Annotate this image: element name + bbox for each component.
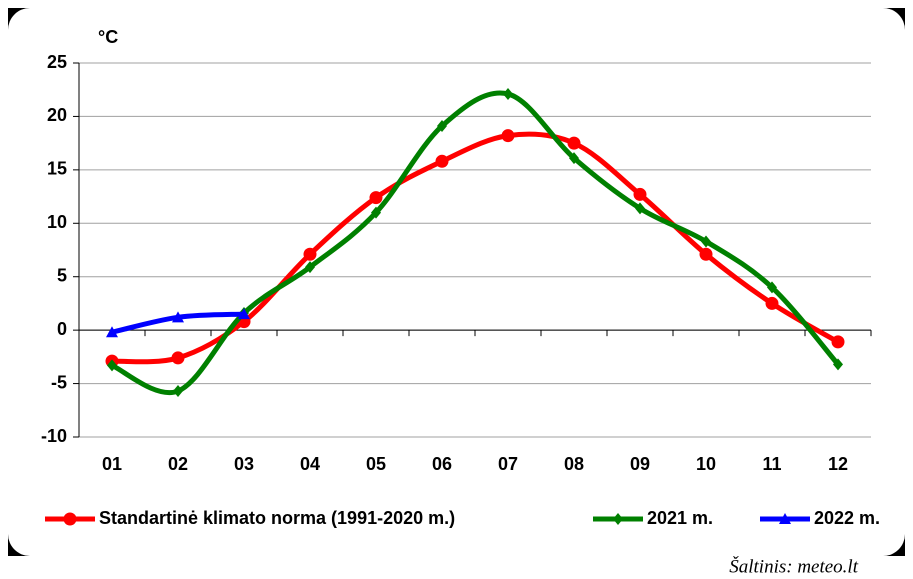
point — [767, 281, 777, 294]
y-tick-label: 10 — [47, 212, 67, 232]
y-tick-label: 0 — [57, 319, 67, 339]
y-axis-label: °C — [98, 27, 118, 47]
point — [501, 129, 515, 143]
point — [633, 187, 647, 201]
legend-label: 2021 m. — [647, 508, 713, 528]
point — [371, 206, 381, 219]
x-tick-label: 07 — [498, 454, 518, 474]
x-tick-label: 02 — [168, 454, 188, 474]
point — [107, 359, 117, 372]
y-tick-label: 5 — [57, 265, 67, 285]
point — [437, 120, 447, 133]
point — [567, 136, 581, 150]
y-tick-label: 20 — [47, 105, 67, 125]
series-line — [110, 90, 840, 396]
y-tick-label: -10 — [41, 426, 67, 446]
point — [701, 235, 711, 248]
point — [833, 358, 843, 371]
x-tick-label: 04 — [300, 454, 320, 474]
x-tick-label: 06 — [432, 454, 452, 474]
x-tick-label: 01 — [102, 454, 122, 474]
legend-marker — [613, 513, 623, 525]
point — [303, 247, 317, 261]
x-tick-label: 12 — [828, 454, 848, 474]
point — [172, 311, 184, 323]
point — [503, 87, 513, 100]
x-tick-label: 03 — [234, 454, 254, 474]
legend-marker — [779, 513, 791, 524]
point — [238, 308, 250, 320]
point — [435, 154, 449, 168]
point — [765, 296, 779, 310]
point — [305, 261, 315, 274]
legend-marker — [63, 512, 77, 526]
x-tick-label: 11 — [762, 454, 781, 474]
y-tick-label: -5 — [51, 372, 67, 392]
x-tick-label: 08 — [564, 454, 584, 474]
point — [635, 202, 645, 215]
point — [173, 385, 183, 398]
y-tick-label: 15 — [47, 159, 67, 179]
point — [171, 351, 185, 365]
y-tick-label: 25 — [47, 52, 67, 72]
x-tick-label: 10 — [696, 454, 716, 474]
plot-background — [8, 8, 905, 556]
source: Šaltinis: meteo.lt — [729, 555, 858, 577]
point — [831, 335, 845, 349]
point — [699, 247, 713, 261]
point — [569, 152, 579, 165]
point — [106, 326, 118, 338]
x-tick-label: 05 — [366, 454, 386, 474]
x-tick-label: 09 — [630, 454, 650, 474]
legend-label: Standartinė klimato norma (1991-2020 m.) — [99, 508, 455, 528]
legend-label: 2022 m. — [814, 508, 880, 528]
point — [369, 191, 383, 205]
